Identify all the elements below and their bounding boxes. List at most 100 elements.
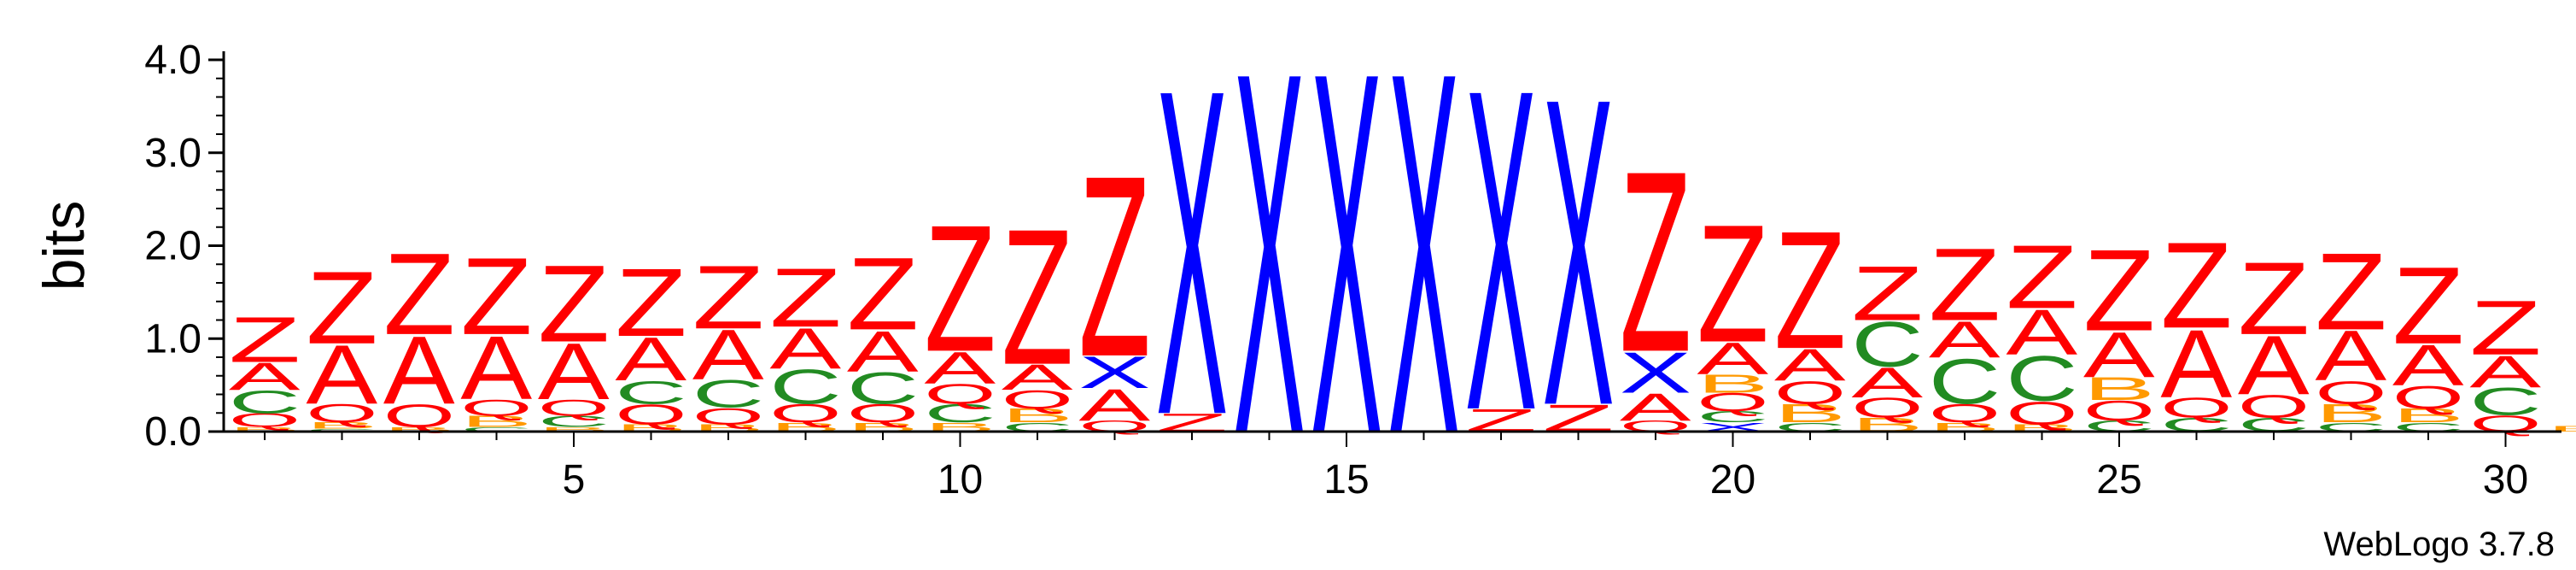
logo-letter-A: A [2315, 316, 2386, 396]
logo-letter-Q: Q [847, 399, 919, 428]
axes: 0.0 1.0 2.0 3.0 4.0 5 10 15 20 25 30 [144, 38, 2561, 502]
logo-letter-A: A [1697, 333, 1769, 384]
logo-letter-Z: Z [2469, 284, 2541, 371]
logo-letter-B: B [2083, 371, 2155, 407]
logo-letter-Q: Q [2083, 395, 2155, 426]
logo-letter-Z: Z [2238, 242, 2310, 356]
logo-letter-A: A [2083, 318, 2155, 391]
logo-letter-Z: Z [2006, 227, 2077, 328]
x-tick-label: 20 [1710, 457, 1755, 502]
logo-letter-Q: Q [924, 378, 996, 409]
logo-letter-C: C [692, 373, 764, 416]
logo-letter-A: A [460, 317, 532, 418]
logo-glyph-layer: BQCAZCBQAZBQAZCBQAZBCQAZBQCAZBQCAZBQCAZB… [229, 0, 2576, 542]
logo-letter-Q: Q [2315, 375, 2386, 411]
logo-letter-Z: Z [1697, 189, 1768, 377]
logo-letter-C: C [2469, 379, 2541, 423]
y-tick-label: 2.0 [144, 224, 202, 269]
logo-letter-C: C [769, 360, 841, 414]
logo-letter-Z: Z [692, 248, 764, 349]
logo-letter-X: X [1465, 0, 1537, 506]
logo-letter-Z: Z [1774, 196, 1846, 384]
logo-letter-Z: Z [769, 251, 841, 344]
logo-letter-C: C [1697, 408, 1768, 426]
logo-letter-C: C [1929, 345, 2001, 418]
logo-letter-Z: Z [1851, 250, 1923, 337]
logo-letter-Z: Z [1002, 188, 1073, 405]
logo-letter-B: B [306, 420, 377, 431]
logo-letter-A: A [2392, 333, 2465, 397]
logo-letter-A: A [615, 324, 687, 393]
logo-letter-B: B [229, 426, 301, 432]
logo-letter-Q: Q [1851, 392, 1923, 424]
logo-letter-C: C [615, 375, 686, 411]
logo-letter-Q: Q [769, 399, 841, 428]
logo-letter-Z: Z [2083, 226, 2155, 356]
logo-letter-Q: Q [615, 398, 686, 430]
logo-letter-A: A [769, 316, 842, 380]
logo-letter-Q: Q [229, 409, 301, 432]
logo-letter-Z: Z [1620, 116, 1691, 405]
logo-letter-X: X [1542, 9, 1614, 498]
logo-letter-C: C [1851, 308, 1923, 380]
logo-letter-Z: Z [2160, 217, 2232, 354]
x-tick-label: 25 [2096, 457, 2141, 502]
logo-letter-Z: Z [2315, 231, 2386, 354]
logo-letter-Q: Q [538, 395, 610, 420]
logo-letter-B: B [1002, 405, 1073, 426]
y-tick-label: 4.0 [144, 38, 202, 83]
logo-letter-B: B [1697, 369, 1768, 398]
logo-letter-A: A [1929, 310, 2001, 367]
x-tick-label: 5 [563, 457, 586, 502]
y-axis-label: bits [32, 201, 96, 291]
logo-letter-A: A [1078, 380, 1151, 431]
logo-letter-C: C [306, 428, 377, 432]
logo-letter-A: A [1002, 357, 1073, 397]
logo-letter-Q: Q [1774, 375, 1846, 411]
logo-letter-C: C [847, 363, 919, 414]
logo-letter-Q: Q [1002, 385, 1073, 414]
logo-letter-Z: Z [460, 235, 532, 358]
logo-letter-X: X [1233, 0, 1305, 542]
logo-letter-A: A [383, 317, 455, 425]
logo-letter-A: A [229, 356, 301, 398]
logo-letter-B: B [2315, 399, 2386, 428]
logo-letter-C: C [538, 413, 610, 430]
logo-letter-B: B [2547, 425, 2576, 433]
logo-letter-Z: Z [383, 230, 455, 360]
x-tick-label: 15 [1323, 457, 1369, 502]
logo-letter-C: C [2006, 343, 2077, 415]
y-tick-label: 3.0 [144, 131, 202, 176]
logo-letter-Z: Z [538, 243, 610, 366]
logo-letter-A: A [847, 320, 920, 384]
logo-letter-Q: Q [2392, 379, 2464, 415]
logo-letter-A: A [2160, 310, 2232, 418]
logo-letter-A: A [2006, 296, 2077, 368]
x-tick-label: 10 [938, 457, 983, 502]
logo-letter-Q: Q [692, 403, 764, 429]
logo-letter-X: X [1078, 347, 1150, 397]
logo-letter-A: A [1851, 359, 1923, 407]
logo-letter-B: B [460, 413, 532, 430]
logo-letter-X: X [1387, 0, 1459, 542]
logo-letter-Z: Z [229, 303, 301, 376]
logo-letter-Q: Q [2006, 396, 2077, 432]
logo-letter-A: A [538, 327, 610, 416]
logo-letter-C: C [924, 399, 996, 428]
y-tick-label: 1.0 [144, 316, 202, 361]
logo-letter-X: X [1311, 0, 1382, 542]
logo-letter-Z: Z [2392, 244, 2464, 367]
logo-letter-A: A [924, 343, 996, 393]
y-tick-label: 0.0 [144, 409, 202, 455]
logo-letter-X: X [1620, 340, 1691, 405]
logo-letter-Q: Q [306, 399, 377, 428]
logo-letter-Z: Z [847, 237, 919, 351]
logo-letter-B: B [2392, 405, 2464, 426]
logo-letter-Q: Q [2160, 392, 2232, 424]
weblogo-version-label: WebLogo 3.7.8 [2323, 526, 2555, 563]
logo-letter-Z: Z [1078, 121, 1150, 410]
logo-letter-C: C [460, 426, 532, 432]
logo-letter-Q: Q [383, 398, 455, 434]
logo-letter-A: A [2469, 347, 2542, 397]
